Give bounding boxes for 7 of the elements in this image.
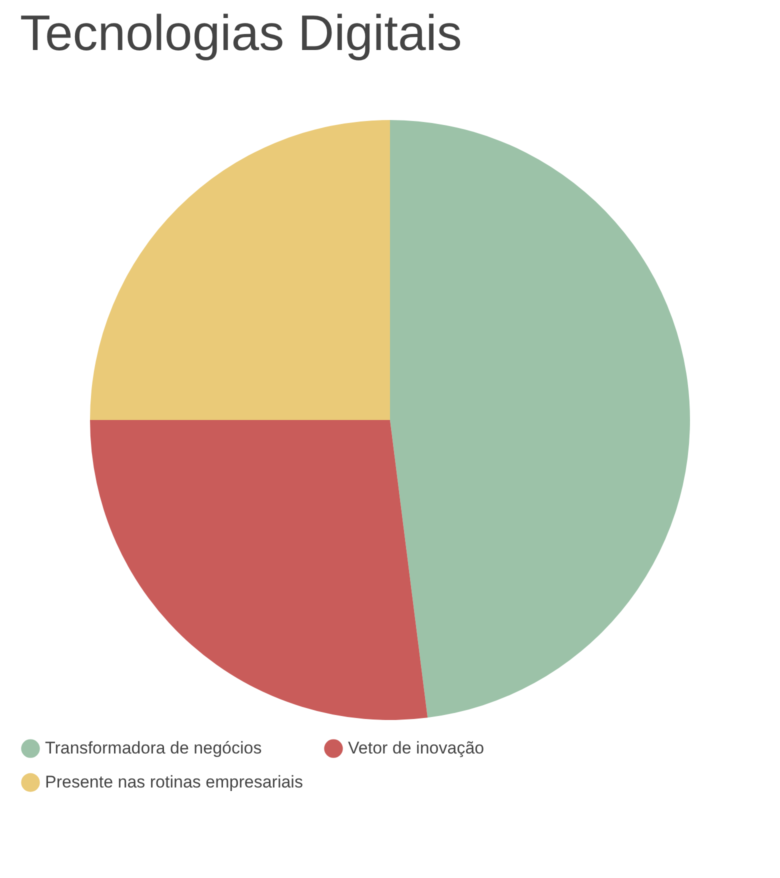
pie-slice (90, 120, 390, 420)
pie-slice (90, 420, 428, 720)
pie-slice (390, 120, 690, 718)
legend-label: Presente nas rotinas empresariais (45, 772, 303, 792)
chart-title: Tecnologias Digitais (20, 5, 462, 61)
legend-label: Vetor de inovação (348, 738, 484, 758)
legend-label: Transformadora de negócios (45, 738, 262, 758)
